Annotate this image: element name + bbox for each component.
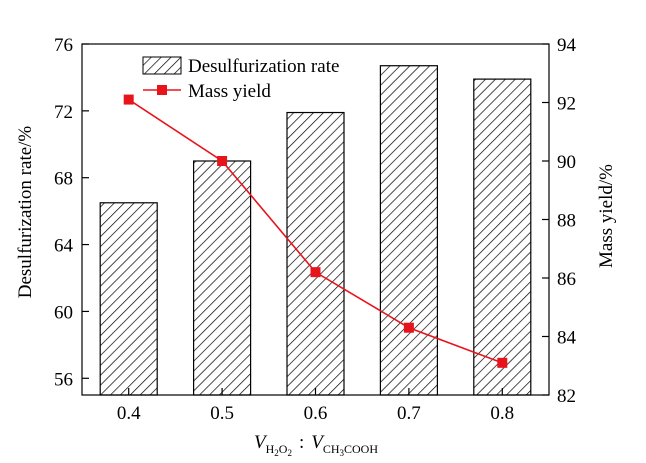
mass-yield-point-0.6 xyxy=(310,267,321,278)
bar-0.8 xyxy=(473,78,532,396)
left-tick-label-72: 72 xyxy=(54,102,73,123)
right-tick-label-86: 86 xyxy=(557,269,576,290)
legend: Desulfurization rate Mass yield xyxy=(142,56,339,102)
mass-yield-point-0.8 xyxy=(497,357,508,368)
left-tick-label-64: 64 xyxy=(54,236,74,257)
right-tick-label-82: 82 xyxy=(557,386,576,407)
x-tick-label-0.7: 0.7 xyxy=(397,403,421,424)
bar-0.4 xyxy=(99,202,158,396)
x-tick-label-0.4: 0.4 xyxy=(117,403,141,424)
left-tick-label-56: 56 xyxy=(54,369,73,390)
mass-yield-point-0.4 xyxy=(123,94,134,105)
left-tick-label-60: 60 xyxy=(54,302,73,323)
x-tick-label-0.8: 0.8 xyxy=(490,403,514,424)
bar-series xyxy=(99,65,532,396)
mass-yield-point-0.7 xyxy=(403,322,414,333)
right-y-axis: 82 84 86 88 90 92 94 xyxy=(542,35,577,407)
left-axis-title: Desulfurization rate/% xyxy=(15,126,36,299)
right-tick-label-84: 84 xyxy=(557,328,577,349)
right-tick-label-92: 92 xyxy=(557,94,576,115)
mass-yield-point-0.5 xyxy=(217,156,228,166)
right-tick-label-90: 90 xyxy=(557,152,576,173)
right-axis-title: Mass yield/% xyxy=(596,164,617,268)
right-tick-label-94: 94 xyxy=(557,35,577,56)
x-axis-title: VH2O2: VCH3COOH xyxy=(254,432,378,458)
bar-0.6 xyxy=(286,111,345,396)
legend-bar-label: Desulfurization rate xyxy=(188,56,339,77)
bar-0.5 xyxy=(193,160,252,396)
x-axis: 0.4 0.5 0.6 0.7 0.8 xyxy=(117,388,514,424)
left-y-axis: 56 60 64 68 72 76 xyxy=(54,35,89,390)
legend-bar-swatch xyxy=(142,56,182,75)
right-tick-label-88: 88 xyxy=(557,211,576,232)
legend-line-marker xyxy=(157,85,167,95)
x-tick-label-0.6: 0.6 xyxy=(304,403,328,424)
legend-line-label: Mass yield xyxy=(188,81,271,102)
x-tick-label-0.5: 0.5 xyxy=(210,403,234,424)
mass-yield-series xyxy=(123,94,508,368)
left-tick-label-68: 68 xyxy=(54,169,73,190)
bar-0.7 xyxy=(379,65,438,396)
left-tick-label-76: 76 xyxy=(54,35,73,56)
